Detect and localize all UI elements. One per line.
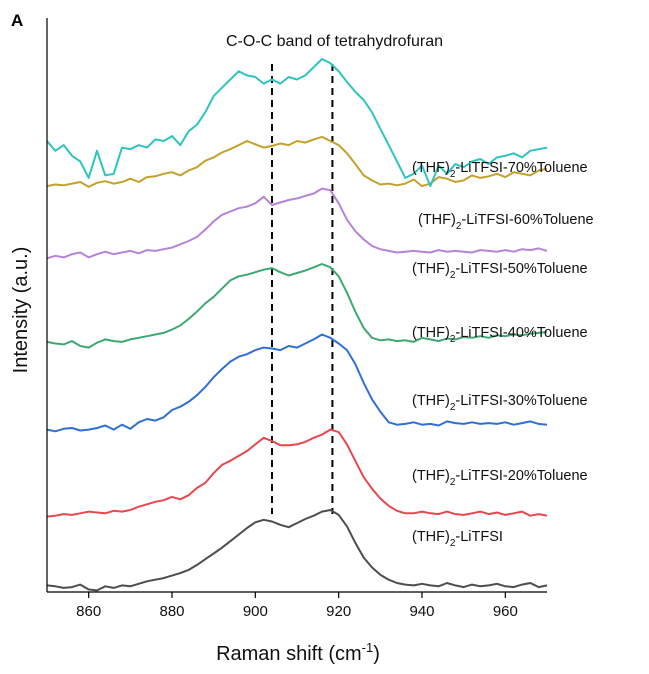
chart-annotation: C-O-C band of tetrahydrofuran — [226, 33, 443, 50]
x-tick-label: 880 — [159, 603, 184, 620]
reference-lines — [271, 64, 334, 514]
y-axis-title: Intensity (a.u.) — [10, 247, 32, 374]
series-line — [46, 509, 548, 592]
series-label: (THF)2-LiTFSI — [412, 529, 503, 549]
x-tick-label: 960 — [493, 603, 518, 620]
x-axis-title-sup: -1 — [362, 640, 374, 655]
series-labels: (THF)2-LiTFSI (THF)2-LiTFSI-20%Toluene (TH… — [412, 160, 594, 549]
x-tick-label: 940 — [409, 603, 434, 620]
series-label: (THF)2-LiTFSI-30%Toluene — [412, 393, 588, 413]
x-tick-label: 900 — [243, 603, 268, 620]
x-axis-title-main: Raman shift (cm — [216, 643, 362, 665]
series-line — [46, 428, 548, 518]
x-axis-title: Raman shift (cm-1) — [216, 640, 380, 665]
x-axis-title-close: ) — [373, 643, 380, 665]
series-line — [46, 135, 548, 188]
series-line — [46, 187, 548, 260]
series-group — [46, 58, 548, 592]
x-ticks: 860 880 900 920 940 960 — [76, 592, 518, 620]
series-line — [46, 263, 548, 349]
x-tick-label: 860 — [76, 603, 101, 620]
series-label: (THF)2-LiTFSI-70%Toluene — [412, 160, 588, 180]
series-label: (THF)2-LiTFSI-50%Toluene — [412, 261, 588, 281]
series-line — [46, 58, 548, 188]
x-tick-label: 920 — [326, 603, 351, 620]
series-label: (THF)2-LiTFSI-60%Toluene — [418, 212, 594, 232]
series-line — [46, 333, 548, 433]
series-label: (THF)2-LiTFSI-40%Toluene — [412, 325, 588, 345]
series-label: (THF)2-LiTFSI-20%Toluene — [412, 468, 588, 488]
panel-label: A — [11, 11, 23, 30]
